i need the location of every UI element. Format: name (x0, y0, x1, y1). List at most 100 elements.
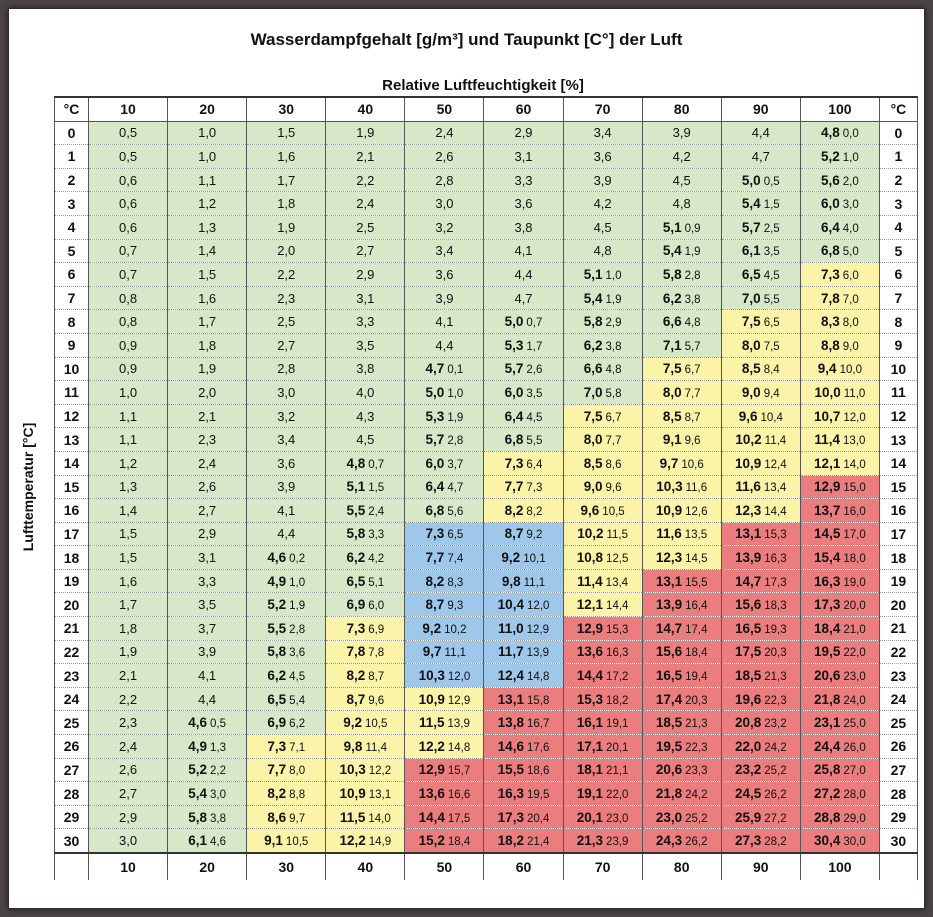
water-content-value: 5,4 (583, 290, 603, 306)
dew-point-value: 12,9 (526, 623, 549, 636)
table-cell: 11,6 13,4 (720, 474, 801, 500)
dew-point-value: 3,5 (526, 387, 543, 400)
water-content-value: 8,0 (741, 337, 761, 353)
water-content-value: 3,5 (198, 597, 217, 613)
table-cell: 1,3 (167, 214, 248, 240)
humidity-footer: 30 (246, 852, 327, 880)
water-content-value: 3,9 (198, 644, 217, 660)
water-content-value: 18,4 (814, 620, 841, 636)
dew-point-value: 1,5 (368, 482, 385, 495)
water-content-value: 2,3 (119, 715, 138, 731)
water-content-value: 12,9 (814, 479, 841, 495)
water-content-value: 0,5 (119, 148, 138, 164)
table-cell: 10,3 11,6 (641, 474, 722, 500)
table-cell: 0,6 (87, 191, 169, 216)
table-cell: 13,1 15,5 (641, 568, 722, 594)
water-content-value: 9,0 (583, 479, 603, 495)
temperature-label-right: 11 (878, 380, 918, 405)
table-cell: 8,0 7,5 (720, 332, 801, 358)
temperature-label: 4 (54, 214, 89, 240)
water-content-value: 1,6 (119, 573, 138, 589)
table-cell: 5,7 2,5 (720, 214, 801, 240)
table-cell: 11,7 13,9 (483, 639, 564, 665)
table-cell: 1,9 (87, 639, 169, 665)
water-content-value: 5,6 (821, 172, 840, 188)
dew-point-value: 6,7 (605, 411, 622, 424)
dew-point-value: 26,2 (685, 836, 708, 849)
water-content-value: 4,1 (514, 243, 533, 259)
water-content-value: 2,8 (277, 361, 296, 377)
table-cell: 15,6 18,4 (641, 639, 722, 665)
table-row: 29 2,9 5,8 3,8 8,6 9,7 11,5 14,0 14,4 17,5 17,3 20,… (54, 804, 918, 830)
water-content-value: 6,0 (821, 196, 840, 212)
dew-point-value: 9,7 (289, 812, 306, 825)
dew-point-value: 12,0 (526, 600, 550, 613)
table-cell: 2,6 (167, 474, 248, 500)
table-cell: 1,5 (87, 545, 169, 570)
table-cell: 19,5 22,3 (641, 734, 722, 759)
water-content-value: 2,7 (198, 502, 217, 518)
temperature-label: 12 (54, 403, 89, 429)
table-cell: 2,0 (167, 380, 248, 405)
dew-point-value: 17,0 (843, 529, 866, 542)
table-cell: 1,1 (167, 167, 248, 193)
table-cell: 20,6 23,0 (799, 663, 880, 688)
temperature-label: 16 (54, 498, 89, 523)
temperature-label-right: 6 (878, 262, 918, 287)
water-content-value: 13,8 (497, 715, 524, 731)
dew-point-value: 8,0 (289, 765, 306, 778)
dew-point-value: 10,5 (602, 505, 625, 518)
table-row: 5 0,7 1,4 2,0 2,7 3,4 4,1 4,8 5,4 1,9 6,1 3,5 6,8 5,0… (54, 238, 918, 264)
table-cell: 9,2 10,5 (325, 710, 406, 736)
water-content-value: 2,1 (198, 408, 217, 424)
table-cell: 24,3 26,2 (641, 828, 722, 855)
water-content-value: 3,7 (198, 620, 217, 636)
temperature-label: 0 (54, 120, 89, 146)
table-cell: 3,0 (87, 828, 169, 855)
table-cell: 10,7 12,0 (799, 403, 880, 429)
water-content-value: 1,9 (356, 125, 375, 141)
dew-point-value: 17,6 (526, 741, 550, 754)
table-cell: 3,4 (404, 238, 485, 264)
water-content-value: 10,8 (576, 550, 604, 566)
water-content-value: 0,6 (119, 219, 138, 235)
table-cell: 13,6 16,3 (562, 639, 643, 665)
dew-point-value: 3,8 (210, 812, 227, 825)
water-content-value: 5,7 (504, 361, 524, 377)
water-content-value: 19,6 (734, 691, 762, 707)
water-content-value: 1,9 (277, 219, 296, 235)
water-content-value: 4,4 (435, 337, 454, 353)
dew-point-value: 17,4 (685, 623, 708, 636)
table-cell: 6,9 6,2 (246, 710, 327, 736)
water-content-value: 13,6 (576, 644, 604, 660)
dew-point-value: 9,2 (526, 529, 543, 542)
water-content-value: 4,5 (356, 432, 375, 448)
table-cell: 4,2 (641, 144, 722, 169)
water-content-value: 12,2 (339, 833, 366, 849)
dew-point-value: 21,4 (526, 836, 550, 849)
humidity-footer: 100 (799, 852, 880, 880)
table-cell: 7,3 6,4 (483, 450, 564, 476)
water-content-value: 1,2 (119, 455, 138, 471)
table-cell: 3,6 (562, 144, 643, 169)
dew-point-value: 14,0 (368, 812, 391, 825)
water-content-value: 6,6 (662, 314, 682, 330)
table-cell: 23,1 25,0 (799, 710, 880, 736)
temperature-label: 10 (54, 356, 89, 382)
table-row: 1 0,5 1,0 1,6 2,1 2,6 3,1 3,6 4,2 4,7 5,2 1,0 1 (54, 144, 918, 169)
dew-point-value: 4,5 (289, 671, 306, 684)
water-content-value: 18,5 (734, 668, 762, 684)
dew-point-value: 1,9 (289, 600, 306, 613)
water-content-value: 2,1 (356, 148, 375, 164)
water-content-value: 4,2 (593, 196, 612, 212)
table-cell: 17,5 20,3 (720, 639, 801, 665)
temperature-label-right: 4 (878, 214, 918, 240)
water-content-value: 9,8 (343, 738, 363, 754)
table-cell: 13,8 16,7 (483, 710, 564, 736)
dew-point-value: 11,5 (606, 529, 629, 542)
table-cell: 10,3 12,0 (404, 663, 485, 688)
footer-blank-right (878, 852, 918, 880)
water-content-value: 1,3 (119, 479, 138, 495)
dew-point-value: 16,6 (447, 789, 471, 802)
water-content-value: 1,8 (198, 337, 217, 353)
